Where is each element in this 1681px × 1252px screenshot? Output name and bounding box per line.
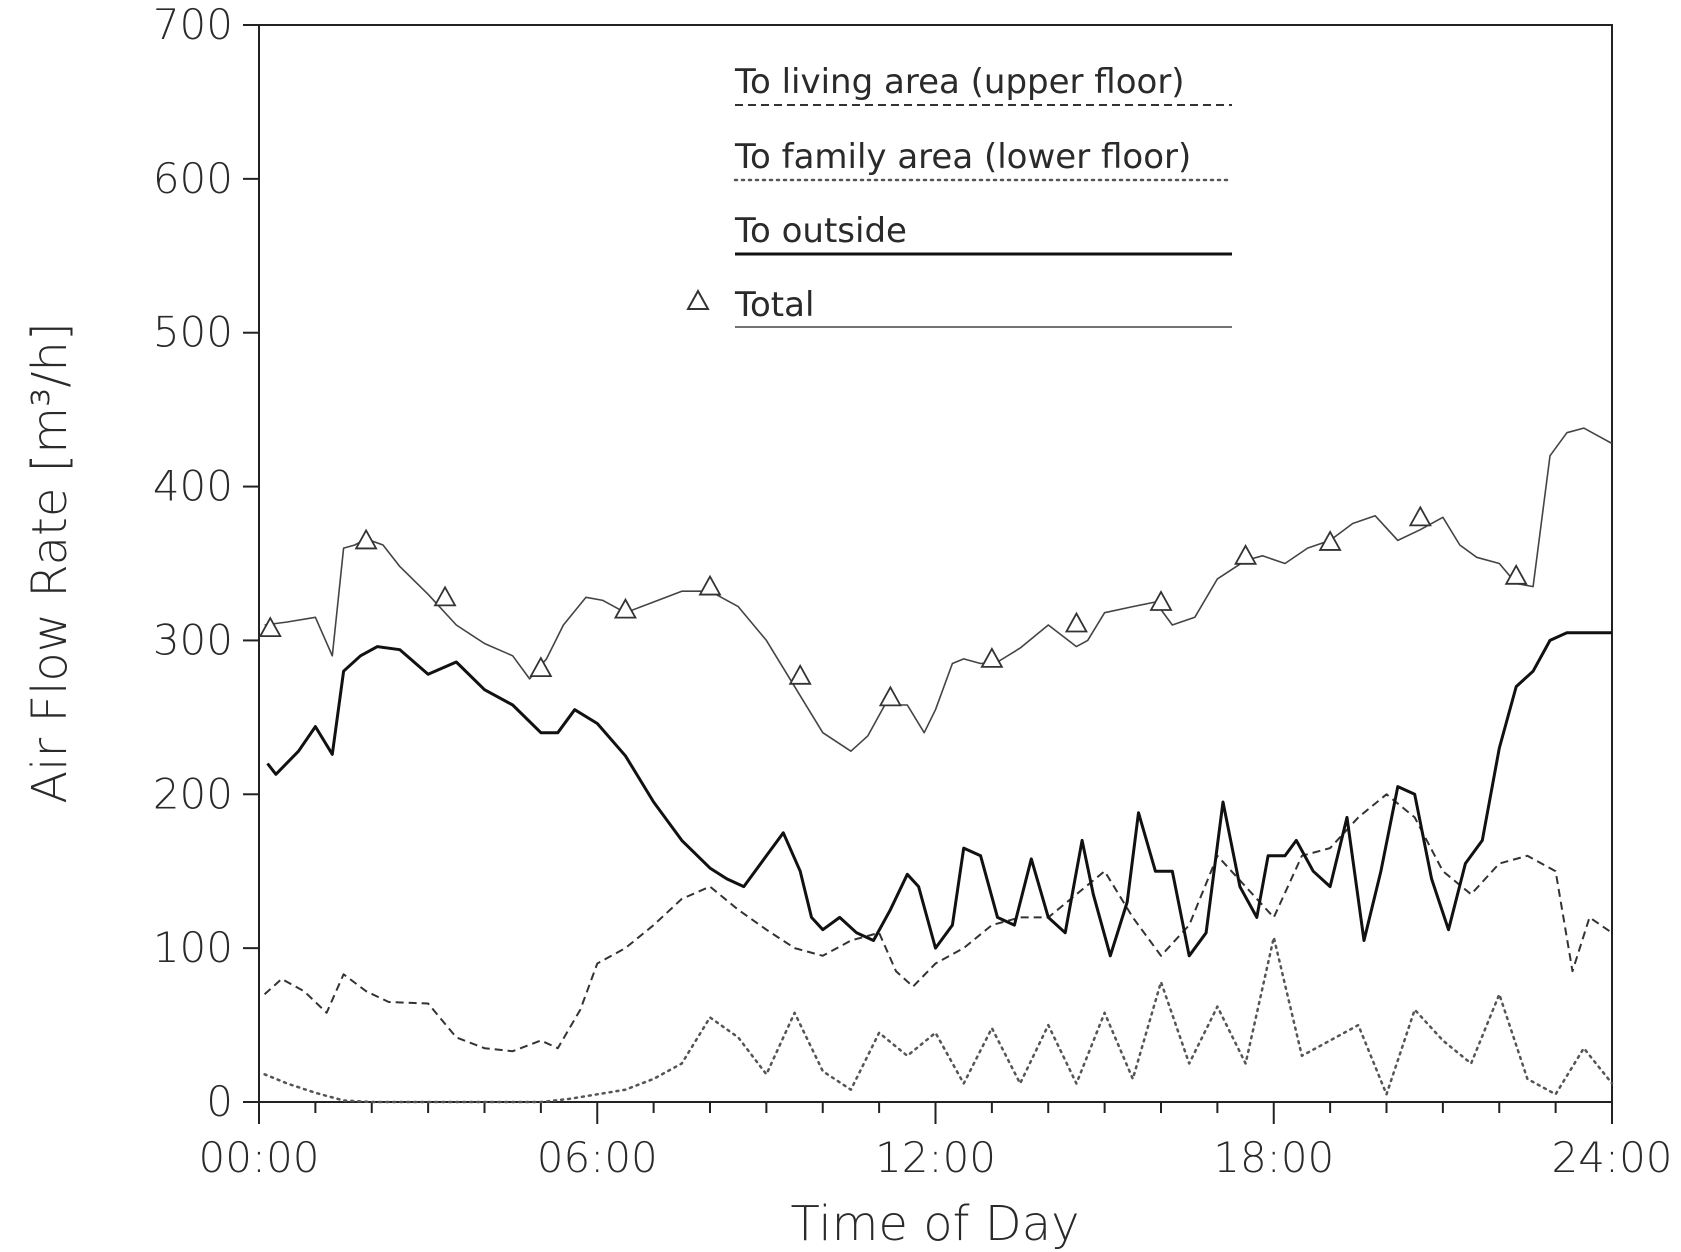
x-tick-label: 12:00 — [875, 1133, 996, 1182]
x-tick-label: 24:00 — [1551, 1133, 1672, 1182]
total-marker-triangle — [1408, 505, 1432, 527]
total-marker-triangle — [878, 685, 902, 707]
total-marker-triangle — [1064, 611, 1088, 633]
legend: To living area (upper floor) To family a… — [686, 62, 1234, 328]
total-marker-triangle — [1318, 530, 1342, 551]
x-axis-title: Time of Day — [790, 1196, 1079, 1252]
y-tick-label: 200 — [153, 769, 233, 818]
total-marker-triangle — [1234, 543, 1258, 565]
legend-label-living: To living area (upper floor) — [734, 62, 1185, 102]
total-markers — [258, 505, 1528, 707]
y-tick-label: 500 — [153, 308, 233, 357]
x-tick-label: 00:00 — [198, 1133, 319, 1182]
y-axis-ticks: 0 100 200 300 400 500 600 700 — [153, 0, 259, 1126]
total-marker-triangle — [354, 528, 378, 550]
series-line-1 — [263, 936, 1614, 1104]
total-marker-triangle — [258, 616, 282, 638]
y-tick-label: 400 — [153, 462, 233, 511]
total-marker-triangle — [1504, 563, 1528, 585]
total-marker-triangle — [698, 574, 722, 596]
series-line-3 — [264, 427, 1613, 753]
total-marker-triangle — [980, 647, 1004, 668]
series-line-2 — [266, 631, 1612, 958]
legend-label-total: Total — [734, 285, 814, 325]
y-tick-label: 700 — [153, 0, 233, 49]
y-tick-label: 100 — [153, 923, 233, 972]
legend-label-family: To family area (lower floor) — [734, 137, 1191, 177]
y-tick-label: 0 — [206, 1077, 233, 1126]
x-tick-label: 18:00 — [1213, 1133, 1334, 1182]
series-layer — [263, 427, 1614, 1104]
total-marker-triangle — [788, 663, 812, 685]
y-tick-label: 300 — [153, 615, 233, 664]
total-marker-triangle — [433, 585, 457, 607]
total-marker-triangle — [613, 597, 637, 619]
y-tick-label: 600 — [153, 154, 233, 203]
total-marker-triangle — [529, 656, 553, 678]
x-tick-label: 06:00 — [537, 1133, 658, 1182]
y-axis-title: Air Flow Rate [m³/h] — [22, 322, 78, 803]
legend-label-outside: To outside — [734, 211, 907, 251]
total-marker-triangle — [1149, 590, 1173, 611]
legend-triangle-icon — [686, 288, 710, 310]
x-axis-ticks: 00:00 06:00 12:00 18:00 24:00 — [198, 1102, 1673, 1182]
